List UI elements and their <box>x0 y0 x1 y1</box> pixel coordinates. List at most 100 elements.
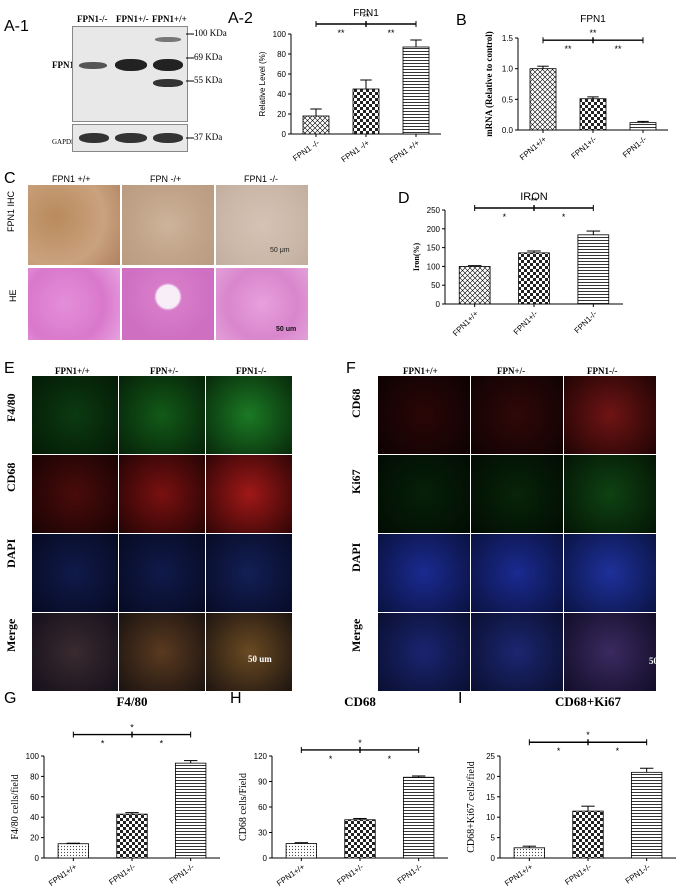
panel-label-d: D <box>398 190 410 207</box>
chart-title: CD68 <box>344 694 376 709</box>
blot-lane-3: FPN1+/+ <box>152 14 187 24</box>
x-tick-label: FPN1 -/- <box>291 138 321 163</box>
he-image-wt <box>28 268 120 340</box>
bar <box>403 776 435 859</box>
panel-label-b: B <box>456 12 467 29</box>
ihc-scale-label: 50 μm <box>270 247 290 254</box>
y-tick-label: 90 <box>258 778 267 787</box>
if-image <box>32 613 118 691</box>
marker-100: 100 KDa <box>194 28 227 38</box>
y-tick-label: 0 <box>436 300 441 309</box>
if-f-row-1: CD68 <box>349 388 363 418</box>
if-image <box>206 534 292 612</box>
ihc-col-1: FPN1 +/+ <box>52 174 91 184</box>
sig-label: ** <box>362 12 370 22</box>
y-tick-label: 20 <box>486 772 495 781</box>
x-tick-label: FPN1-/- <box>621 134 648 159</box>
panel-label-e: E <box>4 360 15 377</box>
y-axis-label: Relative Level (%) <box>258 51 267 116</box>
band <box>153 79 183 87</box>
marker-69: 69 KDa <box>194 52 223 62</box>
if-image <box>206 455 292 533</box>
chart-title: CD68+Ki67 <box>555 694 621 709</box>
if-e-col-2: FPN+/- <box>150 366 179 376</box>
y-tick-label: 80 <box>277 50 286 59</box>
if-panel-e: FPN1+/+ FPN+/- FPN1-/- F4/80 CD68 DAPI M… <box>0 362 345 691</box>
he-scale-label: 50 um <box>276 326 297 333</box>
y-axis-label: Iron(%) <box>412 243 421 272</box>
chart-i: CD68+Ki67 CD68+Ki67 cells/field 0 5 10 15 20 25… <box>466 694 676 888</box>
y-tick-label: 0.0 <box>502 126 514 135</box>
bar <box>518 252 550 305</box>
ihc-row-2: HE <box>8 289 18 302</box>
if-e-col-1: FPN1+/+ <box>55 366 90 376</box>
if-image <box>206 376 292 454</box>
if-image <box>119 455 205 533</box>
y-tick-label: 150 <box>427 244 441 253</box>
panel-label-a2: A-2 <box>228 10 253 27</box>
ihc-col-3: FPN1 -/- <box>244 174 279 184</box>
sig-label: * <box>562 212 566 222</box>
chart-a2: FPN1 Relative Level (%) 0 20 40 60 80 100 FPN1 -… <box>258 8 441 165</box>
panel-label-f: F <box>346 360 356 377</box>
if-f-row-2: Ki67 <box>349 469 363 494</box>
y-axis-label: mRNA (Relative to control) <box>484 31 494 137</box>
chart-title: IRON <box>520 191 548 203</box>
x-tick-label: FPN1+/+ <box>275 862 307 888</box>
y-tick-label: 200 <box>427 225 441 234</box>
y-axis-label: CD68+Ki67 cells/field <box>466 761 477 852</box>
marker-55: 55 KDa <box>194 75 223 85</box>
x-tick-label: FPN1+/- <box>563 862 593 887</box>
if-e-row-2: CD68 <box>4 462 18 492</box>
panel-label-g: G <box>4 690 17 707</box>
western-blot: FPN1-/- FPN1+/- FPN1+/+ FPN1 GAPDH 100 K… <box>48 8 238 168</box>
sig-label: * <box>557 746 561 756</box>
bar <box>175 762 207 859</box>
if-image <box>378 455 470 533</box>
panel-label-h: H <box>230 690 242 707</box>
panel-label-a1: A-1 <box>4 18 29 35</box>
bar <box>344 819 376 859</box>
chart-b: FPN1 mRNA (Relative to control) 0.0 0.5 1.0 1… <box>484 14 668 162</box>
if-image <box>32 455 118 533</box>
chart-title: FPN1 <box>353 8 379 19</box>
y-tick-label: 100 <box>273 30 287 39</box>
sig-label: * <box>160 739 164 749</box>
band <box>153 59 183 71</box>
if-image <box>378 376 470 454</box>
blot-row-gapdh: GAPDH <box>52 138 77 146</box>
bar <box>529 68 557 131</box>
sig-label: * <box>329 754 333 764</box>
if-e-scale: 50 um <box>248 654 272 664</box>
blot-gapdh-membrane <box>72 124 188 152</box>
if-f-row-3: DAPI <box>349 542 363 572</box>
if-image <box>32 534 118 612</box>
band <box>153 133 183 143</box>
bar <box>577 234 610 305</box>
band <box>115 59 147 71</box>
if-f-col-3: FPN1-/- <box>587 366 618 376</box>
if-image <box>119 534 205 612</box>
bar <box>579 98 607 131</box>
band <box>79 62 107 69</box>
y-tick-label: 40 <box>277 90 286 99</box>
x-tick-label: FPN1 +/+ <box>388 138 421 165</box>
ihc-panel: FPN1 +/+ FPN -/+ FPN1 -/- FPN1 IHC HE 50… <box>0 172 395 342</box>
if-image <box>119 376 205 454</box>
sig-label: * <box>388 754 392 764</box>
y-tick-label: 15 <box>486 793 495 802</box>
if-e-col-3: FPN1-/- <box>236 366 267 376</box>
bar <box>631 771 663 859</box>
bar <box>285 843 317 859</box>
sig-label: * <box>130 723 134 733</box>
y-tick-label: 5 <box>491 834 496 843</box>
y-tick-label: 0 <box>263 854 268 863</box>
y-tick-label: 0.5 <box>502 95 514 104</box>
sig-label: * <box>503 212 507 222</box>
bar <box>513 847 545 859</box>
y-tick-label: 50 <box>431 281 440 290</box>
x-tick-label: FPN1-/- <box>624 862 652 886</box>
if-image <box>206 613 292 691</box>
panel-label-i: I <box>458 690 463 707</box>
bar <box>402 46 430 135</box>
